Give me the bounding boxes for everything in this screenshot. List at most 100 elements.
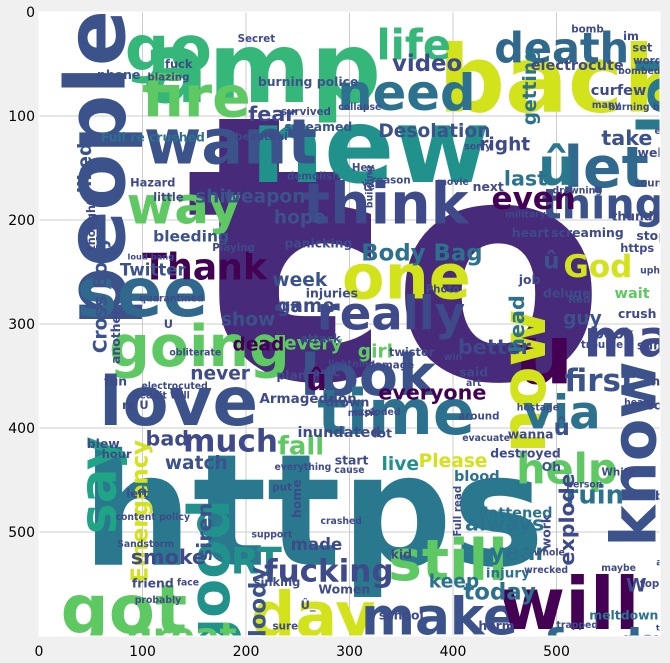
cloud-word: blood [454,469,500,485]
cloud-word: whole [534,547,565,558]
cloud-word: Playing [212,242,255,254]
cloud-word: sure [273,621,299,633]
cloud-word: person [566,480,602,491]
cloud-word: best [606,642,620,663]
cloud-word: screaming [551,225,623,240]
cloud-word: Û_ [301,597,316,613]
cloud-word: make [361,587,518,647]
cloud-word: year [490,540,548,566]
cloud-word: come [264,625,373,663]
cloud-word: liked [75,143,96,194]
cloud-word: Full re crushed [101,129,205,144]
cloud-word: panicking [284,235,352,250]
cloud-word: Desolation [378,121,490,142]
cloud-word: Ye [360,181,375,193]
cloud-word: little [153,190,184,204]
cloud-word: death [494,24,629,72]
cloud-word: art [466,378,482,389]
cloud-word: word [633,55,662,67]
y-tick-label: 400 [8,421,35,437]
cloud-word: fun [104,374,127,389]
cloud-word: right [479,135,530,156]
cloud-word: always [465,512,544,536]
cloud-word: injuries [306,285,358,300]
cloud-word: thought [84,199,98,251]
cloud-word: gonna [504,634,547,649]
cloud-word: trapped [556,620,598,631]
cloud-word: blight [655,488,670,503]
cloud-word: everything [274,462,331,473]
cloud-word: job [518,272,541,287]
cloud-word: sinking [254,575,301,589]
cloud-word: top [640,578,659,590]
cloud-word: need [337,64,475,122]
cloud-word: phone [97,67,140,82]
cloud-word: fuck [165,57,193,71]
cloud-word: Please [419,451,488,472]
cloud-word: amp [142,12,381,126]
cloud-word: around [458,411,499,423]
cloud-word: ruin [566,481,625,511]
cloud-word: song [646,398,670,413]
cloud-word: Oh [542,459,561,474]
cloud-word: head [505,295,529,353]
cloud-word: burning police [258,74,359,89]
cloud-word: Reddit Will [132,390,189,401]
cloud-word: û [543,249,559,275]
cloud-word: really [317,287,465,341]
cloud-word: via [523,385,601,439]
cloud-word: think [303,171,470,237]
cloud-word: bloody [245,567,271,654]
cloud-word: home [289,479,304,518]
cloud-word: https [620,241,654,255]
cloud-word: drowning [553,185,602,196]
cloud-word: first [564,363,636,399]
cloud-word: exploded [352,407,400,418]
cloud-word: bombed [618,66,660,77]
cloud-word: shit [195,187,235,208]
cloud-word: W [626,576,647,597]
cloud-word: life [376,21,450,69]
cloud-word: bad [146,426,190,450]
y-tick-label: 500 [8,525,35,541]
cloud-word: friend [132,576,174,591]
cloud-word: cliff [274,299,301,314]
cloud-word: eBay [654,126,670,137]
cloud-word: Hey [352,162,375,174]
x-axis-ticks: 0 100 200 300 400 500 [35,644,570,660]
cloud-word: look [300,343,437,409]
cloud-word: great [127,615,237,658]
plot-frame [38,11,661,637]
cloud-word: White [602,467,636,479]
cloud-word: kid [391,546,412,561]
cloud-word: know [598,361,670,547]
cloud-word: start [335,453,369,468]
cloud-word: well [638,145,666,160]
cloud-word: love [99,363,258,441]
cloud-word: face [177,578,199,589]
cloud-word: burning buildings [609,102,670,113]
cloud-word: hostage [517,403,559,414]
cloud-word: lot [373,426,392,441]
cloud-word: now [487,309,560,453]
cloud-word: sorry [464,142,491,153]
cloud-word: take [601,126,652,150]
cloud-word: video [392,51,462,77]
cloud-word: inundated [297,425,380,441]
cloud-word: Hazard [130,176,175,190]
cloud-word: going [109,314,290,380]
cloud-word: wait [615,286,650,302]
cloud-word: wrecked [524,565,568,576]
cloud-word: got [61,571,188,649]
cloud-word: https [82,421,545,602]
cloud-word: God [563,249,632,285]
grid-lines [38,11,660,636]
cloud-word: Armageddon [259,391,356,407]
cloud-word: say [69,436,129,534]
cloud-word: curfew [591,83,647,99]
cloud-word: thunder [611,208,668,223]
y-tick-label: 200 [8,213,35,229]
cloud-word: plan [276,368,306,383]
cloud-word: help [516,446,617,494]
cloud-word: heard [624,398,654,409]
